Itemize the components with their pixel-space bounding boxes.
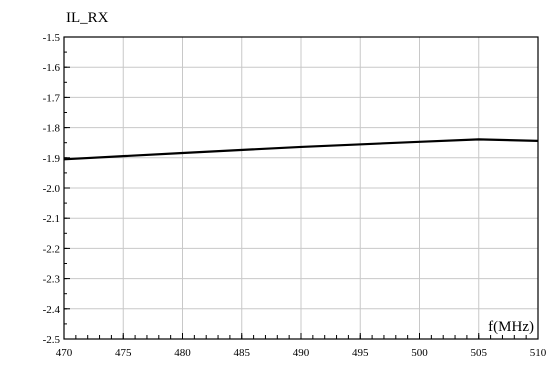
y-tick-label: -1.6 (43, 62, 61, 74)
x-tick-label: 485 (234, 347, 251, 359)
y-tick-label: -2.1 (43, 213, 60, 225)
y-tick-label: -2.4 (43, 304, 61, 316)
x-tick-label: 490 (293, 347, 310, 359)
x-tick-label: 510 (530, 347, 547, 359)
y-tick-label: -1.8 (43, 123, 61, 135)
x-tick-label: 470 (56, 347, 73, 359)
y-tick-label: -2.5 (43, 334, 61, 346)
y-tick-label: -2.3 (43, 274, 61, 286)
x-tick-label: 500 (411, 347, 428, 359)
plot-frame (63, 36, 539, 340)
y-tick-label: -2.2 (43, 243, 60, 255)
minor-ticks (63, 36, 539, 340)
grid-lines (64, 37, 538, 339)
x-tick-label: 495 (352, 347, 369, 359)
series-line (63, 138, 539, 161)
y-tick-label: -2.0 (43, 183, 61, 195)
x-axis-title: f(MHz) (488, 319, 534, 335)
x-tick-label: 505 (471, 347, 488, 359)
y-axis-title: IL_RX (66, 10, 109, 26)
x-tick-labels: 470 475 480 485 490 495 500 505 510 (56, 347, 547, 359)
x-tick-label: 480 (174, 347, 191, 359)
x-tick-label: 475 (115, 347, 132, 359)
y-tick-labels: -1.5 -1.6 -1.7 -1.8 -1.9 -2.0 -2.1 -2.2 -2.3 -2.4… (43, 32, 61, 346)
y-tick-label: -1.7 (43, 92, 61, 104)
y-tick-label: -1.5 (43, 32, 61, 44)
y-tick-label: -1.9 (43, 153, 61, 165)
